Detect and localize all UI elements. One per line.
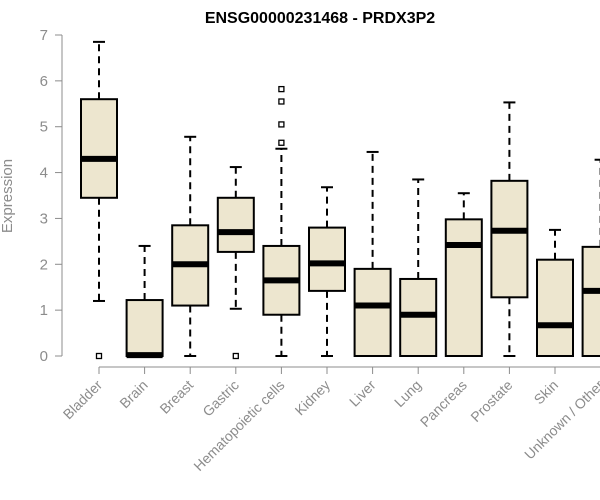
x-tick-label: Unknown / Other [521,377,600,463]
x-tick-label: Breast [156,377,196,417]
x-tick-label: Liver [346,377,379,410]
y-tick-label: 7 [40,27,48,44]
x-tick-label: Brain [116,377,150,411]
y-tick-label: 6 [40,73,48,90]
outlier-point [95,352,103,360]
box-hematopoietic-cells [262,85,301,357]
box-liver [353,150,392,357]
x-tick-label: Bladder [60,377,106,423]
box-lung [399,178,438,357]
outlier-point [278,139,285,146]
box-pancreas [444,192,483,357]
x-tick-label: Lung [391,377,424,410]
y-tick-label: 2 [40,256,48,273]
box-gastric [216,166,255,360]
x-tick-label: Prostate [467,377,515,425]
box-breast [171,135,210,357]
y-tick-label: 1 [40,302,48,319]
box-body [80,98,118,199]
outlier-point [278,121,285,128]
y-axis: 0 1 2 3 4 5 6 7 [40,27,63,365]
x-tick-label: Gastric [199,377,242,420]
y-tick-label: 5 [40,119,48,136]
chart-title: ENSG00000231468 - PRDX3P2 [205,10,435,27]
x-tick-label: Hematopoietic cells [190,377,287,474]
outlier-point [232,352,239,360]
box-body [216,196,255,253]
box-skin [536,228,574,358]
box-body [444,218,483,357]
box-body [490,179,529,299]
box-bladder [80,40,118,360]
y-tick-label: 4 [40,165,48,182]
outlier-point [278,98,285,105]
box-brain [125,244,164,359]
x-tick-label: Pancreas [417,377,470,430]
box-body [353,267,392,357]
box-body [581,245,600,357]
box-kidney [308,186,346,357]
box-body [308,226,346,292]
x-tick-label: Kidney [292,377,334,419]
x-tick-label: Skin [531,377,562,408]
box-body [125,299,164,358]
y-axis-label: Expression [0,159,16,233]
box-unknown-other [581,158,600,357]
box-group [80,40,600,360]
box-body [536,258,574,358]
outlier-point [278,85,285,93]
y-tick-label: 0 [40,348,48,365]
y-tick-label: 3 [40,210,48,227]
box-prostate [490,101,529,357]
